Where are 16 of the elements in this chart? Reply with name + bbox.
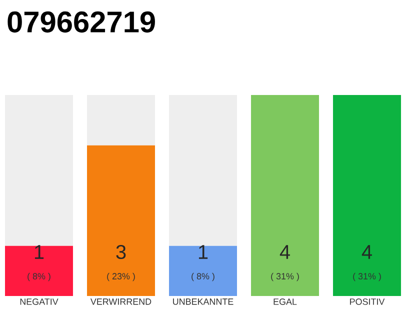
data-label: 3	[116, 244, 126, 260]
x-tick-label: NEGATIV	[20, 298, 58, 305]
annotation: ( 31% )	[271, 272, 299, 282]
annotation: ( 8% )	[192, 272, 214, 282]
x-tick-label: POSITIV	[350, 298, 385, 305]
chart-title: 079662719	[8, 11, 155, 33]
x-tick-label: UNBEKANNTE	[173, 298, 234, 305]
data-label: 4	[362, 245, 372, 259]
x-tick-label: VERWIRREND	[90, 298, 152, 305]
data-label: 1	[198, 245, 208, 259]
data-label: 1	[34, 245, 44, 259]
annotation: ( 8% )	[28, 272, 50, 282]
annotation: ( 31% )	[353, 272, 381, 282]
x-tick-label: EGAL	[274, 298, 297, 305]
data-label: 4	[280, 245, 290, 259]
annotation: ( 23% )	[107, 272, 135, 282]
